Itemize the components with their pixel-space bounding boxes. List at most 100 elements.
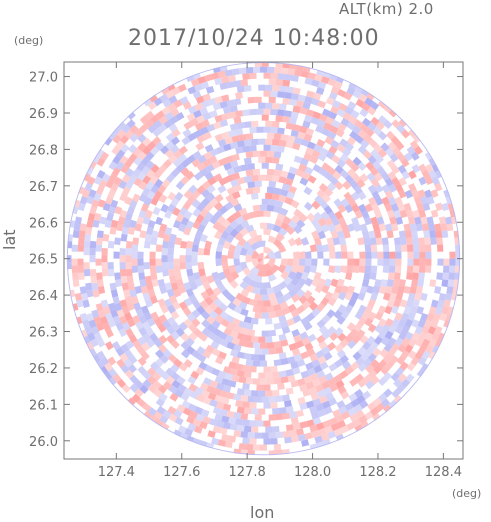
radar-cell <box>228 264 237 274</box>
radar-cell <box>285 369 294 377</box>
radar-cell <box>136 216 145 225</box>
radar-cell <box>321 380 331 390</box>
radar-cell <box>385 130 396 140</box>
radar-cell <box>229 279 239 290</box>
radar-cell <box>386 159 396 169</box>
radar-cell <box>290 417 299 425</box>
radar-cell <box>385 147 395 157</box>
radar-cell <box>242 73 250 80</box>
radar-cell <box>171 322 181 332</box>
radar-cell <box>449 258 456 266</box>
radar-cell <box>367 401 377 411</box>
radar-cell <box>209 380 219 389</box>
radar-cell <box>155 265 163 274</box>
radar-cell <box>243 352 252 360</box>
radar-cell <box>361 311 371 321</box>
radar-cell <box>421 223 430 232</box>
radar-cell <box>233 165 242 174</box>
radar-cell <box>147 141 157 151</box>
radar-cell <box>334 327 344 337</box>
radar-cell <box>119 299 128 308</box>
radar-cell <box>158 164 168 174</box>
radar-cell <box>125 247 132 256</box>
radar-cell <box>258 102 266 109</box>
radar-cell <box>119 315 128 325</box>
radar-cell <box>306 212 316 222</box>
radar-cell <box>145 181 155 191</box>
radar-cell <box>190 370 200 380</box>
radar-cell <box>302 101 311 110</box>
radar-cell <box>321 284 330 294</box>
radar-cell <box>186 112 196 122</box>
radar-cell <box>170 310 180 320</box>
radar-cell <box>330 278 339 288</box>
radar-cell <box>446 286 454 294</box>
radar-cell <box>455 258 461 266</box>
radar-cell <box>261 162 269 169</box>
radar-cell <box>245 284 255 293</box>
radar-cell <box>234 223 244 233</box>
radar-cell <box>107 189 116 199</box>
radar-cell <box>309 155 319 165</box>
radar-cell <box>204 202 214 213</box>
radar-cell <box>285 122 294 130</box>
radar-cell <box>305 109 315 117</box>
radar-cell <box>380 279 388 288</box>
radar-cell <box>196 162 206 172</box>
radar-cell <box>432 312 441 322</box>
radar-cell <box>340 117 350 127</box>
radar-cell <box>151 278 159 288</box>
radar-cell <box>365 380 375 390</box>
radar-cell <box>341 147 352 157</box>
radar-cell <box>91 309 100 319</box>
radar-cell <box>406 272 413 281</box>
radar-cell <box>388 196 397 206</box>
radar-cell <box>106 213 114 222</box>
radar-cell <box>221 288 231 299</box>
radar-cell <box>179 262 187 270</box>
radar-cell <box>383 342 393 353</box>
radar-cell <box>150 184 160 194</box>
radar-cell <box>306 295 316 305</box>
radar-cell <box>310 392 320 401</box>
radar-cell <box>168 413 178 423</box>
radar-cell <box>311 230 320 240</box>
radar-cell <box>418 237 425 245</box>
radar-cell <box>199 382 209 391</box>
radar-cell <box>127 282 136 291</box>
radar-cell <box>396 124 406 134</box>
radar-cell <box>150 361 160 371</box>
radar-cell <box>218 157 227 167</box>
radar-cell <box>241 213 251 222</box>
radar-cell <box>397 164 407 174</box>
radar-cell <box>358 414 368 424</box>
radar-cell <box>373 172 383 182</box>
radar-cell <box>113 176 123 186</box>
radar-cell <box>374 230 382 239</box>
radar-cell <box>221 261 229 270</box>
radar-cell <box>180 175 190 185</box>
radar-cell <box>406 244 414 252</box>
radar-cell <box>170 363 180 373</box>
radar-cell <box>247 96 255 104</box>
radar-cell <box>217 184 227 194</box>
radar-cell <box>397 189 407 199</box>
radar-cell <box>301 171 311 181</box>
radar-cell <box>71 258 78 266</box>
radar-cell <box>278 103 287 111</box>
radar-cell <box>157 323 167 333</box>
radar-cell <box>263 420 271 427</box>
radar-cell <box>96 350 106 360</box>
radar-cell <box>126 206 135 216</box>
radar-cell <box>414 350 424 360</box>
radar-cell <box>129 133 139 143</box>
radar-cell <box>146 317 156 327</box>
radar-cell <box>296 359 306 368</box>
radar-cell <box>417 356 427 366</box>
radar-cell <box>204 240 213 249</box>
radar-cell <box>202 112 212 121</box>
radar-cell <box>180 240 188 249</box>
radar-cell <box>173 99 183 108</box>
radar-cell <box>146 169 156 179</box>
radar-cell <box>427 325 437 335</box>
